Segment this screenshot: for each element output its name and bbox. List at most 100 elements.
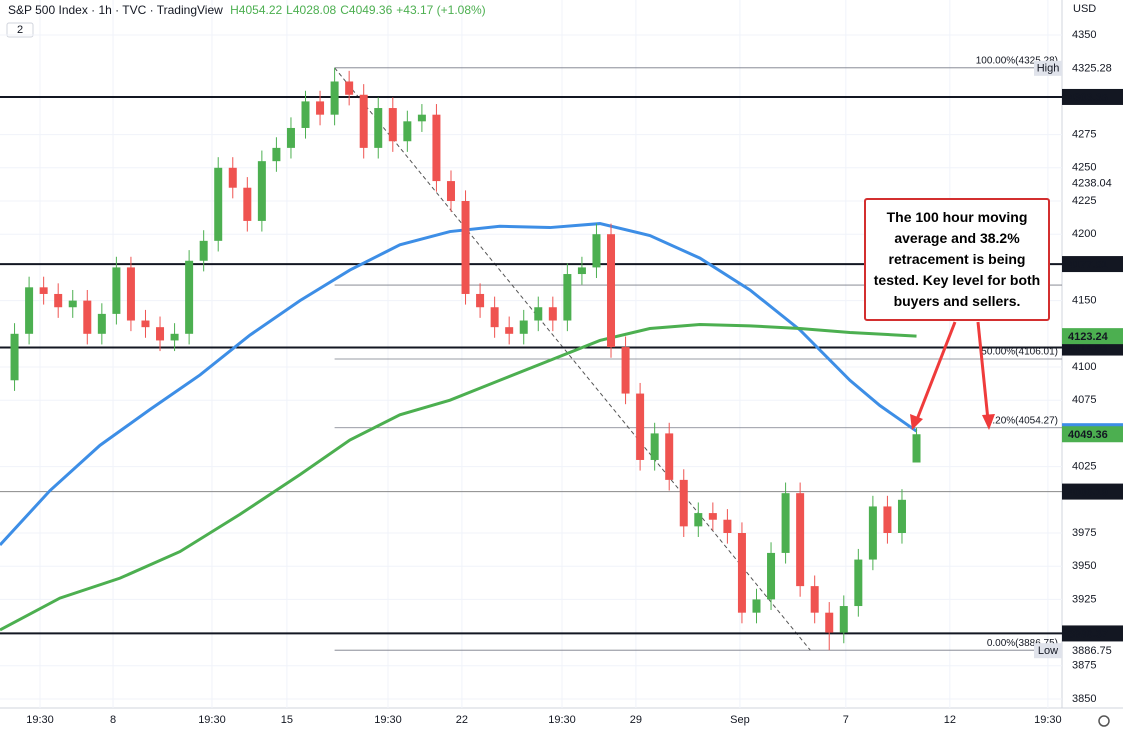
candle-body	[868, 506, 877, 560]
y-tick-label: 4150	[1072, 295, 1096, 307]
price-tag-label: 4049.36	[1068, 429, 1108, 441]
y-axis-mark: 4238.04	[1072, 178, 1112, 190]
candle-body	[83, 300, 92, 334]
candle-body	[519, 320, 528, 334]
extreme-value: 3886.75	[1072, 645, 1112, 657]
y-tick-label: 3925	[1072, 593, 1096, 605]
fib-label: 8.20%(4054.27)	[987, 415, 1058, 426]
candle-body	[737, 533, 746, 613]
candle-body	[25, 287, 34, 334]
candle-body	[839, 606, 848, 633]
candle-body	[621, 347, 630, 394]
y-tick-label: 3875	[1072, 660, 1096, 672]
arrow	[914, 321, 957, 423]
candle-body	[432, 114, 441, 182]
candle-body	[388, 108, 397, 142]
candle-body	[126, 267, 135, 321]
candle-body	[694, 513, 703, 527]
candle-body	[636, 393, 645, 460]
candle-body	[141, 320, 150, 328]
price-tag	[1062, 483, 1123, 500]
price-tag-label: 4114.65	[1068, 342, 1107, 354]
candle-body	[708, 513, 717, 520]
x-tick-label: 19:30	[548, 714, 576, 726]
price-tag-label: 4177.51	[1068, 259, 1108, 271]
candle-body	[345, 81, 354, 95]
candle-body	[257, 161, 266, 221]
candle-body	[476, 293, 485, 308]
candle-body	[723, 519, 732, 533]
x-tick-label: Sep	[730, 714, 750, 726]
arrow-head	[910, 414, 923, 430]
y-tick-label: 4350	[1072, 29, 1096, 41]
x-tick-label: 7	[843, 714, 849, 726]
candle-body	[97, 313, 106, 334]
candle-body	[199, 240, 208, 261]
price-tag-label: 4123.24	[1068, 331, 1109, 343]
candle-body	[214, 167, 223, 241]
candle-body	[679, 479, 688, 527]
x-tick-label: 29	[630, 714, 642, 726]
y-tick-label: 4225	[1072, 195, 1096, 207]
candle-body	[665, 433, 674, 480]
candle-body	[170, 333, 179, 341]
symbol-title: S&P 500 Index · 1h · TVC · TradingView	[8, 3, 223, 17]
candle-body	[752, 599, 761, 613]
candle-body	[912, 434, 921, 463]
x-tick-label: 19:30	[374, 714, 402, 726]
price-tag	[1062, 426, 1123, 443]
candle-body	[301, 101, 310, 128]
candle-body	[781, 493, 790, 553]
candle-body	[54, 293, 63, 308]
moving-average	[0, 323, 917, 632]
candle-body	[577, 267, 586, 275]
arrows	[910, 321, 995, 430]
header: S&P 500 Index · 1h · TVC · TradingView H…	[8, 3, 490, 17]
extreme-tag-label: Low	[1038, 645, 1058, 657]
candle-body	[316, 101, 325, 115]
x-tick-label: 22	[456, 714, 468, 726]
x-tick-label: 12	[944, 714, 956, 726]
y-tick-label: 3975	[1072, 527, 1096, 539]
pane-box[interactable]	[6, 22, 34, 38]
arrow-head	[982, 414, 995, 430]
extreme-tag	[1034, 60, 1062, 76]
candle-body	[490, 307, 499, 328]
candle-body	[403, 121, 412, 142]
candle-body	[243, 187, 252, 221]
candle-body	[156, 327, 165, 341]
fib-label: 100.00%(4325.28)	[976, 55, 1058, 66]
y-tick-label: 4100	[1072, 361, 1096, 373]
y-tick-label: 3950	[1072, 560, 1096, 572]
trendline	[334, 67, 811, 651]
ohlc-low: L4028.08	[286, 3, 337, 17]
settings-icon[interactable]	[1098, 715, 1110, 727]
annotation: The 100 hour moving average and 38.2% re…	[864, 198, 1050, 321]
candle-body	[650, 433, 659, 460]
candle-body	[330, 81, 339, 115]
extreme-tag-label: High	[1037, 63, 1060, 75]
candle-body	[112, 267, 121, 314]
candle-body	[810, 586, 819, 613]
candle-body	[548, 307, 557, 321]
ohlc-high: H4054.22	[230, 3, 283, 17]
ohlc-close: C4049.36	[340, 3, 393, 17]
y-tick-label: 3850	[1072, 693, 1096, 705]
fib-label: 0.00%(3886.75)	[987, 638, 1058, 649]
candle-body	[505, 327, 514, 334]
arrow	[976, 321, 990, 421]
x-tick-label: 15	[281, 714, 293, 726]
candle-body	[417, 114, 426, 122]
x-tick-label: 8	[110, 714, 116, 726]
extreme-tag	[1034, 643, 1062, 659]
candle-body	[883, 506, 892, 533]
candle-body	[592, 234, 601, 268]
candle-body	[272, 147, 281, 162]
candle-body	[563, 274, 572, 321]
x-tick-label: 19:30	[26, 714, 54, 726]
candle-body	[767, 552, 776, 600]
candle-body	[534, 307, 543, 321]
candle-body	[359, 94, 368, 148]
candle-body	[796, 493, 805, 587]
